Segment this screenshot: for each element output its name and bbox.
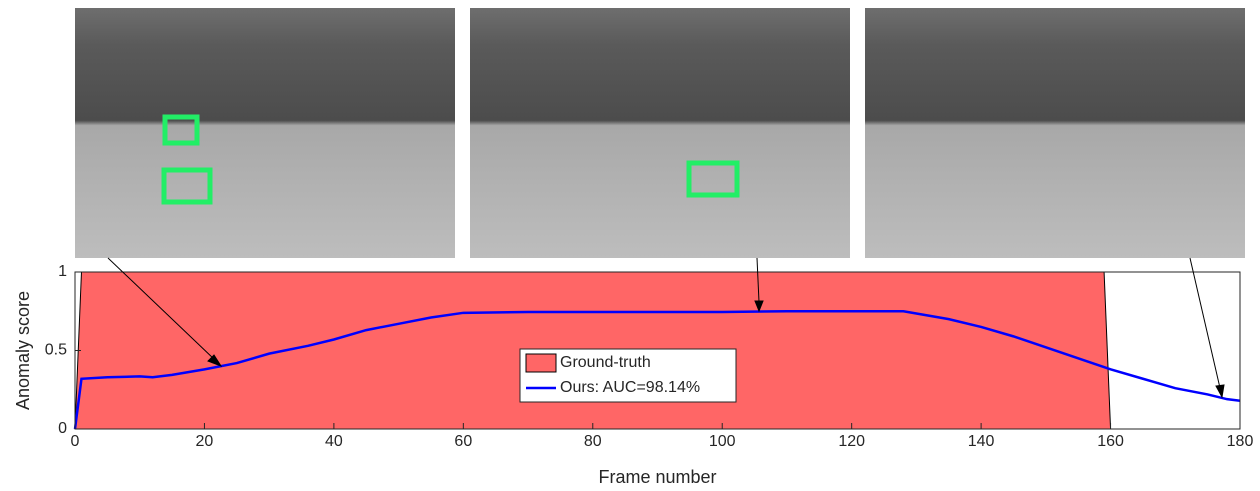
x-tick-label: 60 <box>454 433 472 450</box>
legend-label: Ground-truth <box>560 354 651 371</box>
x-tick-label: 20 <box>196 433 214 450</box>
frame-image <box>470 8 850 258</box>
y-tick-label: 0 <box>58 420 67 437</box>
y-tick-label: 0.5 <box>45 342 67 359</box>
y-tick-label: 1 <box>58 263 67 280</box>
y-axis-label: Anomaly score <box>13 291 33 410</box>
frame-image <box>75 8 455 258</box>
x-tick-label: 140 <box>968 433 995 450</box>
x-tick-label: 40 <box>325 433 343 450</box>
x-tick-label: 180 <box>1227 433 1254 450</box>
plot: 0 20 40 60 80 100 120 140 160 180 0 0.5 1 Frame numbe… <box>13 263 1254 487</box>
x-tick-label: 80 <box>584 433 602 450</box>
legend-box <box>519 348 737 403</box>
legend-swatch <box>525 353 557 373</box>
frame-image <box>865 8 1245 258</box>
x-tick-label: 100 <box>709 433 736 450</box>
x-tick-label: 120 <box>838 433 865 450</box>
x-axis-label: Frame number <box>598 467 716 487</box>
x-tick-label: 0 <box>71 433 80 450</box>
legend-label: Ours: AUC=98.14% <box>560 379 700 396</box>
arrows <box>107 257 1225 399</box>
x-tick-label: 160 <box>1097 433 1124 450</box>
score-line <box>73 310 1241 430</box>
